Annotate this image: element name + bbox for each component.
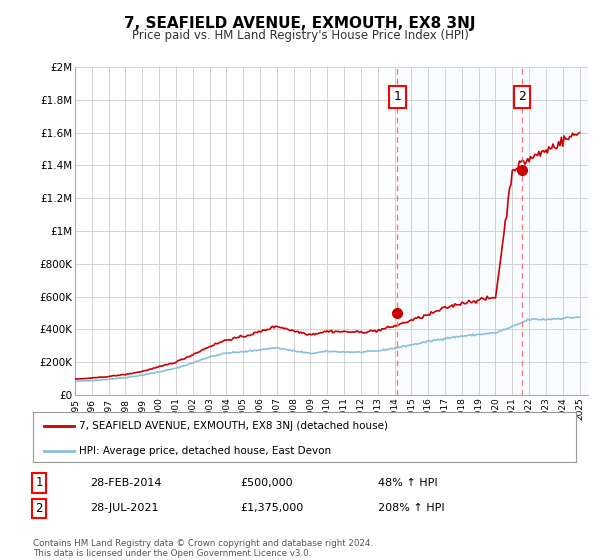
Text: Price paid vs. HM Land Registry's House Price Index (HPI): Price paid vs. HM Land Registry's House … [131,29,469,42]
Bar [397,67,588,395]
Text: 7, SEAFIELD AVENUE, EXMOUTH, EX8 3NJ: 7, SEAFIELD AVENUE, EXMOUTH, EX8 3NJ [124,16,476,31]
Text: 1: 1 [394,90,401,103]
Text: 28-FEB-2014: 28-FEB-2014 [90,478,161,488]
Text: £1,375,000: £1,375,000 [240,503,303,514]
Text: 7, SEAFIELD AVENUE, EXMOUTH, EX8 3NJ (detached house): 7, SEAFIELD AVENUE, EXMOUTH, EX8 3NJ (de… [79,421,388,431]
Text: £500,000: £500,000 [240,478,293,488]
Text: HPI: Average price, detached house, East Devon: HPI: Average price, detached house, East… [79,446,331,456]
Text: 28-JUL-2021: 28-JUL-2021 [90,503,158,514]
Text: 208% ↑ HPI: 208% ↑ HPI [378,503,445,514]
Text: 1: 1 [35,476,43,489]
Text: 2: 2 [35,502,43,515]
Text: Contains HM Land Registry data © Crown copyright and database right 2024.
This d: Contains HM Land Registry data © Crown c… [33,539,373,558]
Text: 2: 2 [518,90,526,103]
Text: 48% ↑ HPI: 48% ↑ HPI [378,478,437,488]
